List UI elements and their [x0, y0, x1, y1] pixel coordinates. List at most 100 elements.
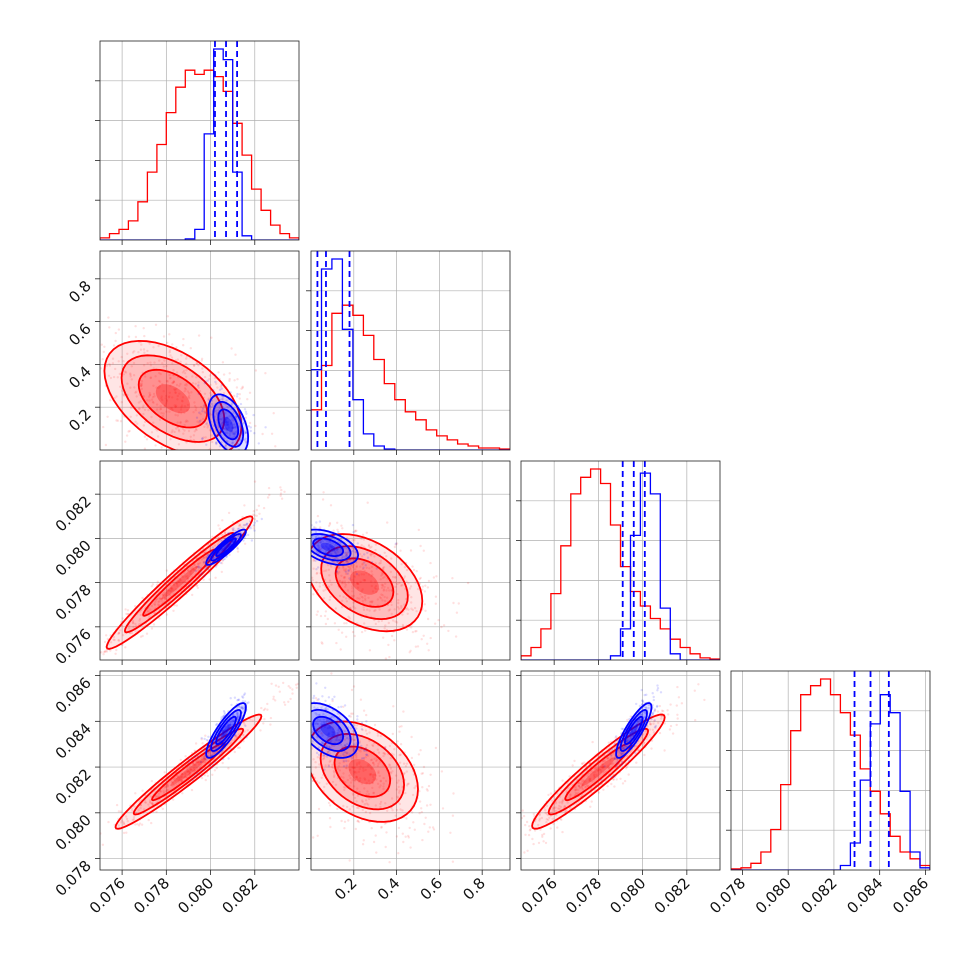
scatter-point	[179, 777, 182, 781]
scatter-point	[242, 721, 246, 724]
scatter-point	[332, 744, 336, 748]
scatter-point	[412, 821, 415, 824]
scatter-point	[325, 723, 328, 726]
scatter-point	[148, 342, 151, 345]
scatter-point	[312, 567, 315, 570]
scatter-point	[555, 814, 558, 817]
scatter-point	[193, 749, 196, 752]
scatter-point	[362, 606, 365, 609]
density-fill	[216, 716, 236, 745]
scatter-point	[633, 725, 636, 729]
scatter-point	[331, 699, 334, 703]
scatter-point	[396, 781, 399, 784]
scatter-point	[231, 432, 234, 435]
scatter-point	[140, 458, 142, 460]
scatter-point	[346, 560, 349, 564]
scatter-point	[178, 776, 181, 780]
scatter-point	[135, 414, 138, 417]
scatter-point	[379, 784, 382, 787]
scatter-point	[346, 751, 349, 755]
scatter-point	[115, 648, 118, 652]
scatter-point	[93, 353, 95, 355]
scatter-point	[405, 762, 409, 765]
scatter-point	[266, 708, 269, 711]
scatter-point	[333, 545, 336, 549]
scatter-point	[176, 779, 179, 782]
scatter-point	[192, 364, 196, 367]
scatter-point	[247, 533, 250, 537]
scatter-point	[383, 752, 386, 755]
scatter-point	[198, 761, 201, 764]
scatter-point	[441, 807, 445, 810]
scatter-point	[158, 359, 161, 362]
scatter-point	[132, 621, 135, 625]
scatter-point	[197, 562, 200, 565]
scatter-point	[669, 724, 673, 728]
scatter-point	[345, 551, 348, 555]
scatter-point	[214, 409, 218, 412]
scatter-point	[318, 725, 321, 728]
scatter-point	[600, 765, 603, 769]
scatter-point	[230, 347, 233, 350]
contour-line-series-2	[311, 528, 360, 566]
scatter-point	[323, 554, 327, 558]
scatter-point	[315, 682, 318, 685]
scatter-point	[561, 798, 565, 801]
scatter-point	[596, 769, 600, 772]
scatter-point	[512, 844, 514, 846]
scatter-point	[126, 609, 130, 612]
scatter-point	[311, 524, 313, 527]
scatter-point	[252, 527, 255, 530]
scatter-point	[434, 746, 438, 750]
scatter-point	[193, 755, 196, 758]
scatter-point	[242, 733, 245, 736]
scatter-point	[145, 438, 149, 441]
scatter-point	[135, 390, 138, 393]
scatter-point	[579, 785, 582, 789]
scatter-point	[203, 756, 206, 760]
scatter-point	[249, 520, 252, 523]
scatter-point	[87, 650, 89, 652]
scatter-point	[367, 573, 371, 576]
scatter-point	[327, 551, 330, 554]
scatter-point	[394, 774, 398, 777]
scatter-point	[364, 799, 368, 802]
scatter-point	[397, 607, 401, 610]
scatter-point	[340, 556, 344, 560]
scatter-point	[620, 752, 623, 755]
scatter-point	[410, 607, 413, 610]
scatter-point	[377, 751, 381, 754]
scatter-point	[196, 755, 200, 758]
scatter-point	[178, 384, 181, 388]
scatter-point	[160, 411, 163, 415]
scatter-point	[642, 701, 645, 704]
scatter-point	[364, 756, 367, 759]
scatter-point	[67, 681, 69, 683]
scatter-point	[343, 551, 346, 554]
scatter-point	[188, 773, 191, 776]
scatter-point	[180, 773, 184, 776]
scatter-point	[332, 728, 335, 731]
scatter-point	[641, 699, 644, 702]
scatter-point	[370, 584, 373, 588]
scatter-point	[663, 722, 666, 725]
scatter-point	[405, 817, 408, 820]
scatter-point	[316, 718, 319, 721]
scatter-point	[330, 546, 334, 549]
scatter-point	[606, 785, 609, 788]
scatter-point	[241, 695, 244, 698]
scatter-point	[178, 392, 181, 395]
scatter-point	[189, 768, 192, 771]
scatter-point	[190, 391, 193, 394]
scatter-point	[659, 691, 663, 694]
scatter-point	[152, 623, 156, 626]
scatter-point	[610, 748, 613, 751]
scatter-point	[192, 434, 196, 437]
scatter-point	[197, 364, 200, 367]
scatter-point	[440, 770, 444, 773]
scatter-point	[337, 765, 341, 768]
scatter-point	[565, 809, 568, 812]
scatter-point	[302, 546, 304, 548]
scatter-point	[332, 557, 335, 560]
scatter-point	[175, 582, 179, 586]
